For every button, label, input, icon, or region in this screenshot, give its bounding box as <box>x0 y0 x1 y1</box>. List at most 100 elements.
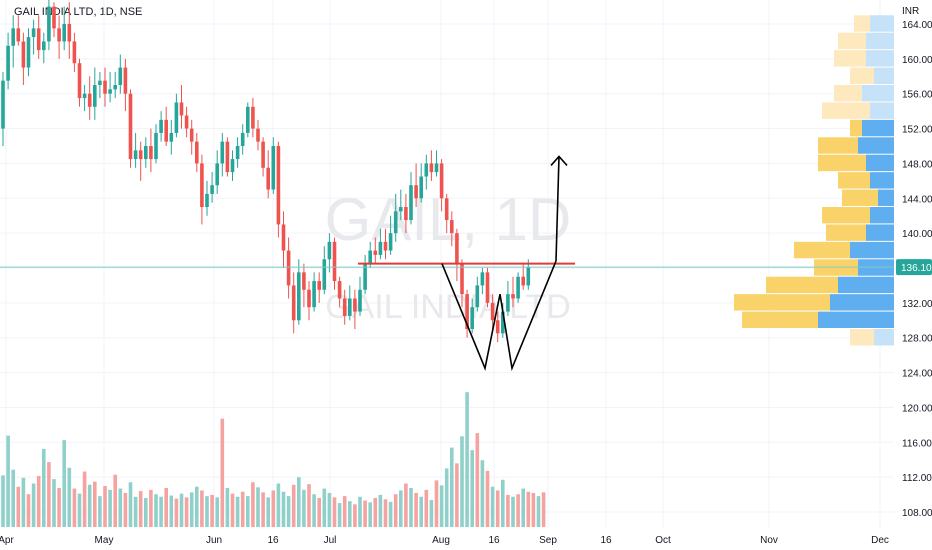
volume-bar <box>302 489 306 527</box>
volume-profile-down <box>826 224 866 241</box>
price-tick-label: 128.00 <box>902 334 932 345</box>
volume-bar <box>378 494 383 527</box>
volume-profile-down <box>742 311 818 328</box>
time-axis[interactable]: Apr May Jun 16 Jul Aug 16 Sep 16 Oct Nov Dec <box>0 535 889 546</box>
volume-bar <box>475 433 480 527</box>
volume-bar <box>62 440 66 527</box>
chart-title: GAIL INDIA LTD, 1D, NSE <box>14 6 143 18</box>
volume-profile-up <box>858 137 894 154</box>
candle-body <box>337 281 342 299</box>
candle-body <box>87 93 92 107</box>
volume-bar <box>444 468 449 527</box>
volume-bar <box>342 496 347 527</box>
time-tick-label: 16 <box>488 535 500 546</box>
volume-bar <box>200 490 204 527</box>
candle-body <box>16 28 21 42</box>
volume-bar <box>179 493 184 527</box>
volume-bar <box>189 492 194 527</box>
candle-body <box>506 294 510 312</box>
volume-bar <box>541 492 546 527</box>
volume-profile-down <box>822 207 870 224</box>
volume-bar <box>256 487 260 527</box>
volume-bar <box>414 492 418 527</box>
volume-bar <box>495 490 500 527</box>
candle-body <box>297 272 301 321</box>
candle-body <box>169 132 174 142</box>
volume-bar <box>480 460 485 527</box>
time-tick-label: Jun <box>206 535 222 546</box>
arrow-head <box>550 155 568 166</box>
candle-body <box>159 119 163 133</box>
candle-body <box>353 298 357 312</box>
volume-profile-down <box>766 276 838 294</box>
volume-bar <box>72 488 77 527</box>
candle-body <box>414 185 418 199</box>
candle-body <box>322 259 327 290</box>
time-tick-label: 16 <box>600 535 612 546</box>
volume-bar <box>87 484 92 527</box>
volume-bar <box>531 492 536 527</box>
price-tick-label: 160.00 <box>902 55 932 66</box>
volume-bar <box>485 470 490 527</box>
candle-body <box>205 193 209 207</box>
volume-bar <box>409 487 413 527</box>
volume-bar <box>368 502 372 527</box>
candle-body <box>1 80 5 129</box>
candle-body <box>128 93 133 160</box>
candle-body <box>200 163 204 207</box>
candle-body <box>358 289 362 312</box>
volume-profile-up <box>850 241 894 259</box>
candle-body <box>57 28 61 42</box>
volume-bar <box>225 487 230 527</box>
price-tick-label: 156.00 <box>902 90 932 101</box>
volume-bar <box>128 482 133 527</box>
volume-profile-up <box>874 329 894 346</box>
volume-bar <box>266 497 270 527</box>
candle-body <box>21 41 26 68</box>
candle-body <box>6 45 10 81</box>
candle-body <box>123 67 128 94</box>
volume-bar <box>271 490 276 527</box>
time-tick-label: Jul <box>324 535 337 546</box>
candle-body <box>11 28 15 46</box>
volume-bar <box>434 480 439 527</box>
candle-body <box>388 233 393 251</box>
volume-bar <box>36 475 41 527</box>
candle-body <box>399 207 403 212</box>
price-tick-label: 152.00 <box>902 125 932 136</box>
volume-profile-up <box>830 294 894 311</box>
candle-body <box>465 294 469 329</box>
candle-body <box>490 302 495 321</box>
candle-body <box>251 106 255 129</box>
price-axis[interactable]: 108.00 112.00 116.00 120.00 124.00 128.00 132.… <box>896 20 932 519</box>
candle-body <box>215 163 219 186</box>
candle-body <box>404 207 408 221</box>
candle-body <box>363 263 367 290</box>
candle-body <box>225 141 230 173</box>
volume-bar <box>373 498 378 527</box>
price-tick-label: 140.00 <box>902 229 932 240</box>
volume-bar <box>82 471 87 527</box>
price-tick-label: 120.00 <box>902 403 932 414</box>
volume-profile-up <box>866 32 894 50</box>
candle-body <box>144 146 148 160</box>
volume-bar <box>1 475 5 527</box>
price-tick-label: 112.00 <box>902 473 932 484</box>
candle-body <box>138 150 143 160</box>
candle-body <box>189 128 194 142</box>
volume-bar <box>399 490 403 527</box>
candle-body <box>444 198 449 221</box>
last-price-label: 136.10 <box>901 263 932 274</box>
volume-bar <box>297 477 301 527</box>
volume-profile-down <box>822 102 870 119</box>
volume-profile-up <box>818 311 894 328</box>
candle-body <box>378 241 383 255</box>
volume-bar <box>353 504 357 527</box>
volume-bar <box>393 494 398 527</box>
time-tick-label: Apr <box>0 535 14 546</box>
volume-bar <box>159 496 163 527</box>
volume-profile-down <box>842 189 878 206</box>
candle-body <box>240 132 245 146</box>
volume-profile-down <box>818 154 866 172</box>
